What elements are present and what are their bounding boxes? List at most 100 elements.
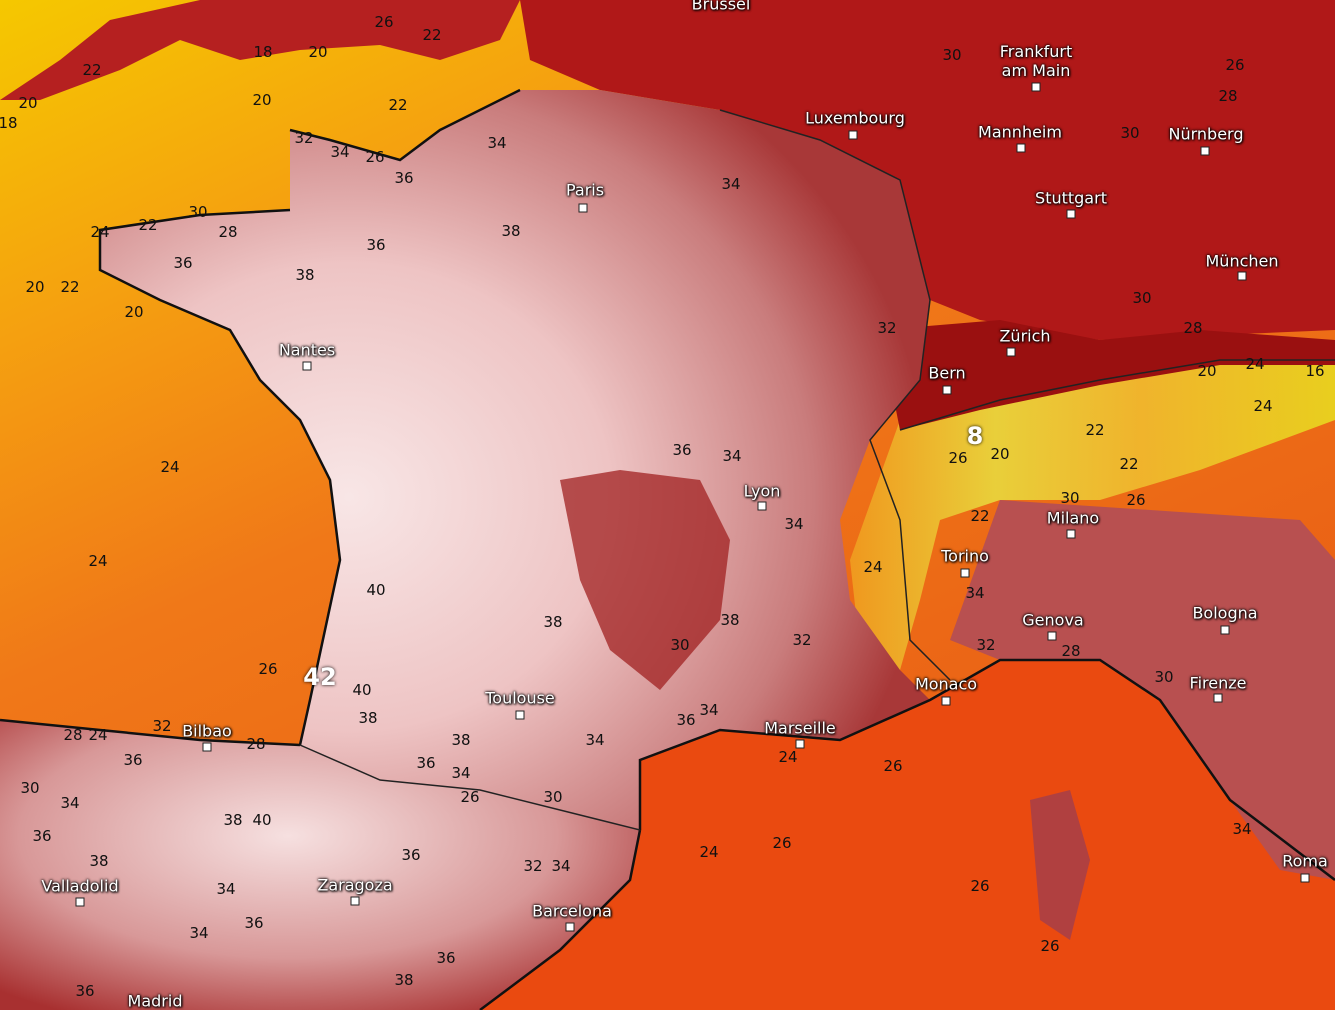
city-label: München (1205, 251, 1279, 271)
contour-label: 38 (358, 709, 378, 727)
contour-label: 22 (388, 96, 408, 114)
contour-label: 26 (883, 757, 903, 775)
contour-label: 28 (63, 726, 83, 744)
contour-label: 28 (218, 223, 238, 241)
contour-label: 18 (0, 114, 18, 132)
city-label: Barcelona (532, 901, 612, 921)
contour-label: 24 (1245, 355, 1265, 373)
contour-label: 28 (1061, 642, 1081, 660)
city-label: Monaco (914, 674, 978, 694)
contour-label: 26 (1225, 56, 1245, 74)
contour-label: 34 (451, 764, 471, 782)
contour-label: 26 (948, 449, 968, 467)
city-label: Marseille (764, 718, 836, 738)
city-label: Paris (565, 180, 605, 200)
contour-label: 36 (123, 751, 143, 769)
city-label: Genova (1022, 610, 1084, 630)
contour-label: 20 (308, 43, 328, 61)
contour-label: 24 (699, 843, 719, 861)
city-label: Firenze (1189, 673, 1247, 693)
contour-label: 34 (965, 584, 985, 602)
contour-label: 38 (543, 613, 563, 631)
city-label: Bologna (1192, 603, 1258, 623)
contour-label: 22 (422, 26, 442, 44)
contour-label: 36 (244, 914, 264, 932)
contour-label: 34 (551, 857, 571, 875)
contour-label: 38 (501, 222, 521, 240)
city-marker (578, 203, 588, 213)
contour-label: 30 (1154, 668, 1174, 686)
contour-label: 40 (252, 811, 272, 829)
contour-label: 20 (1197, 362, 1217, 380)
contour-label: 36 (416, 754, 436, 772)
contour-label: 24 (863, 558, 883, 576)
contour-label: 34 (585, 731, 605, 749)
contour-label: 26 (1126, 491, 1146, 509)
city-marker (757, 501, 767, 511)
contour-label: 26 (460, 788, 480, 806)
city-label: Stuttgart (1035, 188, 1107, 208)
contour-label: 36 (394, 169, 414, 187)
contour-label: 38 (451, 731, 471, 749)
contour-label: 34 (330, 143, 350, 161)
city-marker (565, 922, 575, 932)
city-marker (1237, 271, 1247, 281)
contour-label: 22 (1119, 455, 1139, 473)
contour-label: 30 (1120, 124, 1140, 142)
contour-label: 36 (366, 236, 386, 254)
contour-label: 32 (976, 636, 996, 654)
contour-label: 32 (152, 717, 172, 735)
contour-label: 26 (1040, 937, 1060, 955)
contour-label: 24 (90, 223, 110, 241)
contour-label: 38 (394, 971, 414, 989)
contour-label: 20 (990, 445, 1010, 463)
city-marker (1213, 693, 1223, 703)
city-label: Mannheim (978, 122, 1062, 142)
contour-label: 36 (676, 711, 696, 729)
contour-label: 34 (60, 794, 80, 812)
city-label: Nürnberg (1168, 124, 1244, 144)
contour-label: 36 (32, 827, 52, 845)
contour-label: 20 (25, 278, 45, 296)
contour-label: 26 (258, 660, 278, 678)
contour-label: 20 (124, 303, 144, 321)
city-label: Valladolid (41, 876, 119, 896)
city-label: Zürich (999, 326, 1051, 346)
contour-label: 34 (699, 701, 719, 719)
city-label: Bern (928, 363, 966, 383)
contour-label: 16 (1305, 362, 1325, 380)
city-marker (848, 130, 858, 140)
contour-label: 26 (365, 148, 385, 166)
contour-label: 34 (189, 924, 209, 942)
city-marker (302, 361, 312, 371)
contour-label: 32 (877, 319, 897, 337)
city-marker (1200, 146, 1210, 156)
city-marker (1016, 143, 1026, 153)
city-marker (941, 696, 951, 706)
contour-label: 24 (160, 458, 180, 476)
city-label: Bilbao (182, 721, 232, 741)
contour-label: 40 (352, 681, 372, 699)
city-marker (1300, 873, 1310, 883)
contour-label: 40 (366, 581, 386, 599)
contour-label: 30 (942, 46, 962, 64)
contour-label: 34 (722, 447, 742, 465)
contour-label: 28 (1183, 319, 1203, 337)
contour-label: 24 (1253, 397, 1273, 415)
contour-label: 22 (82, 61, 102, 79)
contour-label: 30 (670, 636, 690, 654)
city-marker (515, 710, 525, 720)
contour-label: 38 (720, 611, 740, 629)
contour-label: 36 (672, 441, 692, 459)
contour-label: 26 (374, 13, 394, 31)
city-marker (350, 896, 360, 906)
city-label: Madrid (127, 991, 183, 1010)
city-marker (75, 897, 85, 907)
contour-label: 34 (784, 515, 804, 533)
contour-label: 8 (966, 422, 984, 450)
contour-label: 24 (88, 552, 108, 570)
city-marker (1047, 631, 1057, 641)
city-label: Luxembourg (805, 108, 905, 128)
city-label: Torino (941, 546, 989, 566)
contour-label: 32 (792, 631, 812, 649)
